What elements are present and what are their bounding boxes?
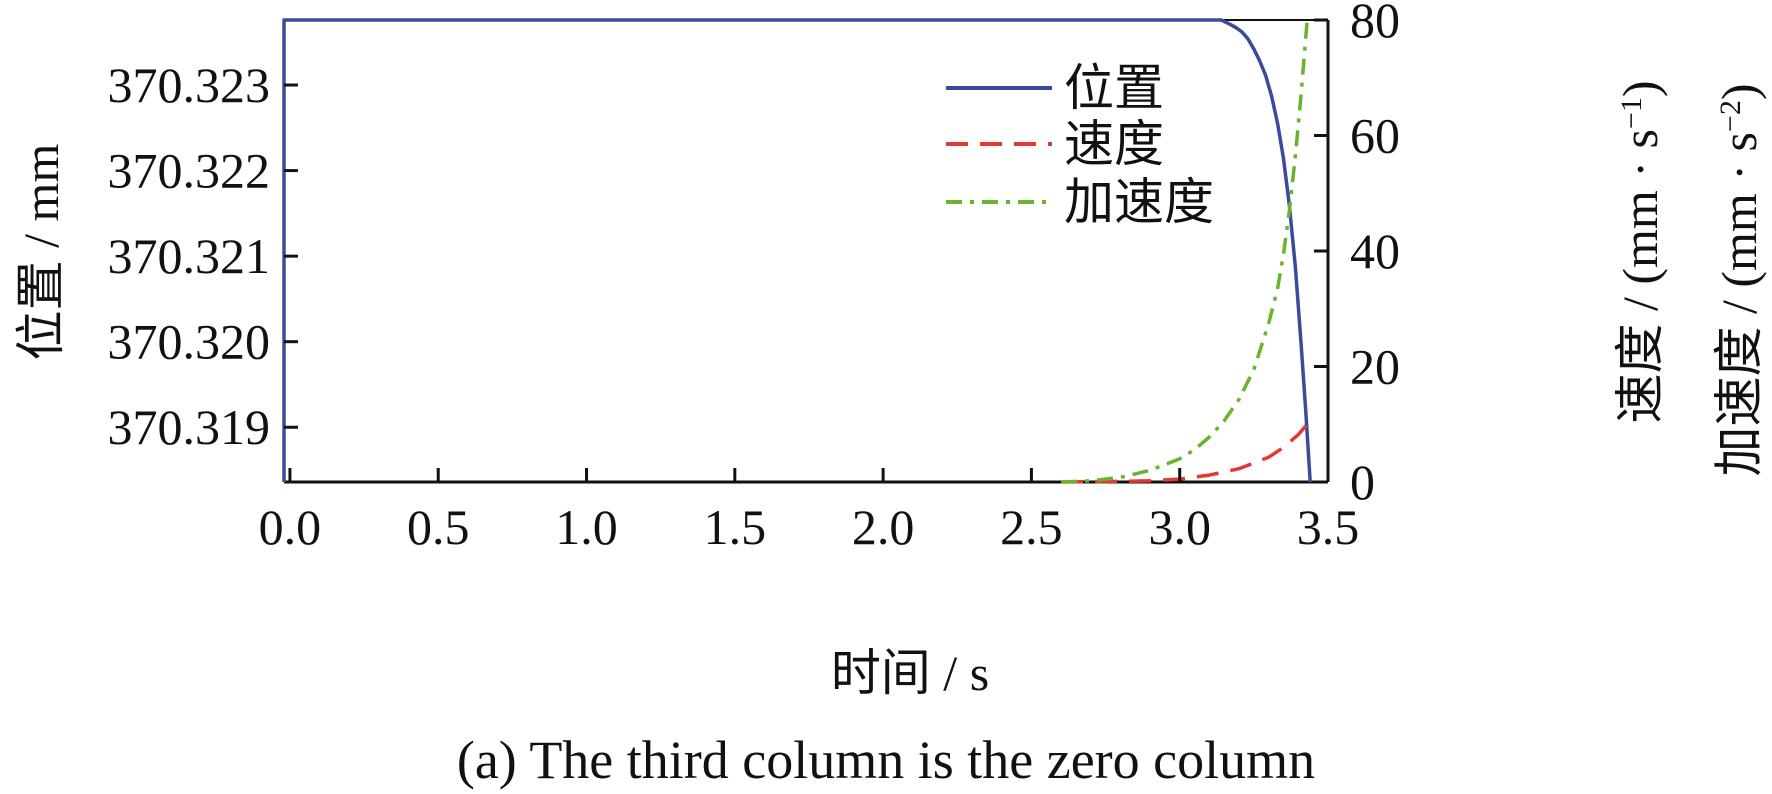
y-left-tick-label: 370.321 <box>108 228 271 284</box>
x-axis-title: 时间 / s <box>831 645 989 701</box>
series-layer <box>282 18 1312 484</box>
y-axis-right-title-1: 速度 / (mm · s−1) <box>1612 80 1668 423</box>
y-axis-right-title-1-close: ) <box>1612 80 1668 97</box>
series-line-3 <box>1061 19 1309 484</box>
figure-caption: (a) The third column is the zero column <box>457 730 1315 790</box>
series-line-2 <box>1061 423 1309 484</box>
y-right-tick-label: 20 <box>1350 339 1400 395</box>
y-right-tick-label: 0 <box>1350 454 1375 510</box>
y-axis-right-title-1-sup: −1 <box>1615 97 1648 129</box>
x-tick-label: 3.5 <box>1297 499 1360 555</box>
legend-label-3: 加速度 <box>1064 174 1214 230</box>
y-axis-right-title-2-close: ) <box>1711 83 1767 100</box>
x-tick-label: 3.0 <box>1148 499 1211 555</box>
plot-frame <box>284 19 1330 484</box>
x-tick-label: 2.0 <box>852 499 915 555</box>
y-left-tick-label: 370.323 <box>108 57 271 113</box>
x-tick-label: 1.0 <box>555 499 618 555</box>
x-tick-label: 1.5 <box>704 499 767 555</box>
y-left-tick-label: 370.322 <box>108 143 271 199</box>
y-axis-left-title: 位置 / mm <box>13 144 69 361</box>
y-left-tick-label: 370.320 <box>108 314 271 370</box>
legend-label-2: 速度 <box>1064 116 1164 172</box>
y-right-tick-label: 40 <box>1350 223 1400 279</box>
y-axis-right-title-1-main: 速度 / (mm · s <box>1612 129 1668 423</box>
y-right-tick-label: 80 <box>1350 0 1400 48</box>
series-line-1 <box>282 18 1312 483</box>
y-axis-right-title-2-main: 加速度 / (mm · s <box>1711 132 1767 476</box>
ticks-layer: 0.0 0.5 1.0 1.5 2.0 2.5 3.0 3.5 370.319 370.320 37… <box>108 0 1401 555</box>
x-tick-label: 0.0 <box>259 499 322 555</box>
y-axis-right-title-2: 加速度 / (mm · s−2) <box>1711 83 1767 476</box>
y-right-tick-label: 60 <box>1350 108 1400 164</box>
y-axis-right-title-2-sup: −2 <box>1714 100 1747 132</box>
x-tick-label: 2.5 <box>1000 499 1063 555</box>
x-tick-label: 0.5 <box>407 499 470 555</box>
y-left-tick-label: 370.319 <box>108 399 271 455</box>
legend-label-1: 位置 <box>1064 60 1164 116</box>
